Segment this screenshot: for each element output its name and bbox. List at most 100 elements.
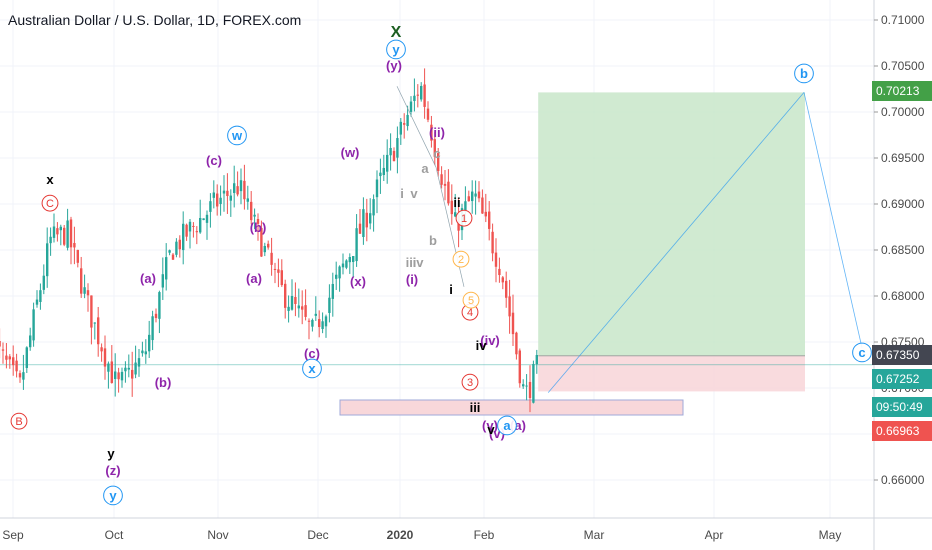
candle-body-65 — [212, 192, 215, 198]
candle-body-88 — [290, 295, 294, 310]
time-tick-4: 2020 — [387, 528, 414, 542]
candle-body-95 — [314, 313, 317, 316]
support-rect — [339, 399, 684, 416]
candle-body-87 — [287, 306, 290, 311]
candle-body-5 — [8, 356, 11, 360]
candle-body-78 — [256, 218, 260, 224]
candle-body-66 — [216, 193, 219, 207]
candle-body-130 — [433, 139, 436, 157]
wave-label-5: 5 — [468, 295, 474, 307]
wave-label-x: x — [46, 172, 54, 187]
candle-body-37 — [117, 372, 120, 380]
candle-body-110 — [365, 212, 368, 228]
wave-label-(c): (c) — [206, 153, 222, 168]
candle-body-114 — [379, 172, 382, 177]
wave-circle-b — [794, 63, 814, 84]
wave-label-v: v — [487, 422, 495, 437]
time-tick-5: Feb — [474, 528, 495, 542]
candle-body-53 — [171, 254, 175, 260]
candle-body-13 — [35, 299, 39, 305]
candle-body-55 — [178, 239, 181, 250]
candle-body-83 — [273, 268, 277, 270]
candle-body-159 — [532, 363, 535, 403]
candle-body-22 — [66, 220, 69, 248]
candle-body-18 — [52, 226, 56, 238]
candle-body-135 — [450, 200, 453, 215]
price-tick-4: 0.69000 — [881, 197, 925, 211]
candle-body-68 — [222, 190, 226, 194]
candle-body-81 — [267, 243, 270, 248]
wave-label-(x): (x) — [350, 274, 366, 289]
wave-label-(b): (b) — [250, 220, 267, 235]
candle-body-160 — [535, 355, 538, 365]
candle-body-41 — [131, 369, 134, 379]
candle-body-73 — [239, 180, 243, 192]
candle-body-155 — [518, 350, 521, 384]
candle-body-60 — [195, 231, 198, 233]
candle-body-29 — [90, 295, 93, 328]
candle-body-100 — [331, 283, 334, 299]
candle-body-33 — [103, 348, 107, 367]
candle-body-15 — [42, 275, 45, 290]
wave-circle-a — [497, 415, 517, 436]
price-label-entry: 0.67350 — [872, 345, 932, 365]
wave-label-(a): (a) — [246, 271, 262, 286]
candle-body-136 — [454, 212, 457, 217]
candle-body-151 — [505, 280, 508, 298]
candle-body-17 — [49, 236, 52, 244]
candle-body-99 — [328, 297, 331, 313]
wave-circle-c — [852, 342, 872, 363]
candle-body-153 — [511, 312, 515, 335]
candle-body-31 — [97, 317, 100, 345]
wave-label-b: b — [429, 233, 437, 248]
candle-body-42 — [134, 362, 137, 375]
candle-body-8 — [18, 373, 22, 378]
candle-body-49 — [158, 292, 161, 319]
price-tick-1: 0.70500 — [881, 59, 925, 73]
candle-body-58 — [188, 221, 192, 232]
candle-body-120 — [399, 121, 402, 135]
candle-body-102 — [338, 266, 341, 279]
price-label-countdown: 09:50:49 — [872, 397, 932, 417]
candle-body-72 — [236, 186, 239, 195]
candle-body-106 — [352, 256, 355, 262]
candle-body-111 — [369, 213, 372, 224]
candle-body-82 — [270, 252, 273, 265]
wave-label-(z): (z) — [105, 463, 120, 478]
wave-label-(i): (i) — [406, 272, 418, 287]
candle-body-147 — [491, 231, 494, 254]
wave-label-4: 4 — [467, 307, 473, 319]
candle-body-69 — [226, 190, 229, 197]
candle-body-144 — [481, 197, 484, 214]
candle-body-134 — [447, 181, 450, 204]
candle-body-25 — [76, 249, 79, 263]
candle-body-101 — [335, 274, 338, 279]
wave-label-c: c — [858, 345, 865, 360]
candle-body-46 — [148, 334, 151, 352]
candle-body-91 — [301, 306, 304, 310]
candle-body-132 — [440, 174, 443, 185]
wave-label-B: B — [15, 416, 22, 428]
candle-body-34 — [107, 363, 110, 372]
chart-title: Australian Dollar / U.S. Dollar, 1D, FOR… — [8, 12, 302, 28]
candle-body-40 — [127, 367, 130, 370]
projection-to-c — [803, 92, 863, 348]
time-tick-1: Oct — [105, 528, 124, 542]
time-tick-7: Apr — [705, 528, 724, 542]
candle-body-96 — [318, 319, 321, 328]
price-tick-0: 0.71000 — [881, 13, 925, 27]
time-tick-0: Sep — [2, 528, 24, 542]
candle-body-107 — [355, 228, 358, 262]
time-tick-8: May — [819, 528, 842, 542]
candle-body-128 — [426, 108, 430, 120]
time-tick-2: Nov — [207, 528, 228, 542]
candle-body-59 — [192, 225, 195, 227]
candle-body-94 — [311, 319, 314, 327]
wave-label-x: x — [308, 361, 316, 376]
candle-body-9 — [22, 372, 25, 380]
wave-circle-C — [41, 194, 59, 212]
candle-body-75 — [246, 198, 249, 202]
time-tick-6: Mar — [584, 528, 605, 542]
wave-label-iv: iv — [476, 338, 488, 353]
